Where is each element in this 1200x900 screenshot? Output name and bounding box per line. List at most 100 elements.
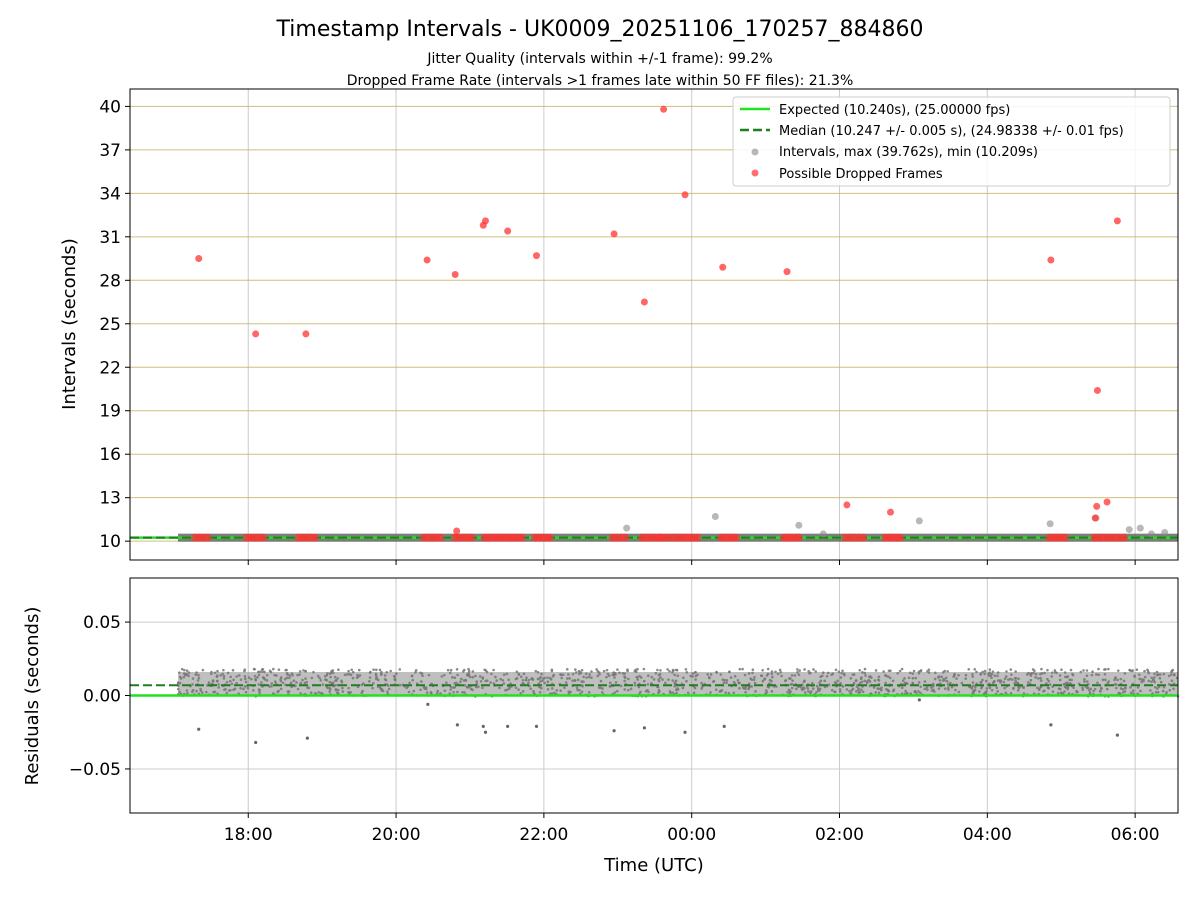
residual-point bbox=[868, 680, 872, 683]
residual-point bbox=[946, 686, 950, 689]
residual-point bbox=[904, 689, 907, 693]
residual-point bbox=[684, 668, 688, 671]
residual-point bbox=[347, 669, 350, 673]
residual-point bbox=[751, 671, 754, 675]
residual-point bbox=[319, 691, 323, 695]
dropped-frame-point bbox=[1091, 514, 1099, 522]
residual-point bbox=[686, 691, 690, 695]
residual-point bbox=[639, 690, 642, 694]
residual-point bbox=[538, 685, 541, 689]
residual-point bbox=[461, 690, 464, 694]
residual-point bbox=[1017, 686, 1021, 690]
residual-outlier-point bbox=[506, 724, 510, 728]
residual-point bbox=[337, 668, 340, 672]
residual-point bbox=[1069, 668, 1073, 672]
chart-subtitle-dropped: Dropped Frame Rate (intervals >1 frames … bbox=[347, 73, 854, 89]
dropped-frame-point bbox=[1047, 256, 1055, 264]
residual-point bbox=[784, 679, 787, 683]
residual-point bbox=[1050, 671, 1054, 674]
legend-dropped-marker bbox=[751, 169, 759, 177]
residual-point bbox=[736, 678, 740, 682]
residual-point bbox=[288, 674, 291, 677]
residuals-y-axis-label: Residuals (seconds) bbox=[22, 607, 43, 786]
legend-box bbox=[732, 96, 1171, 187]
residual-point bbox=[656, 685, 660, 689]
residual-point bbox=[335, 691, 339, 694]
chart-title: Timestamp Intervals - UK0009_20251106_17… bbox=[276, 17, 924, 42]
residual-point bbox=[514, 677, 518, 681]
residual-point bbox=[898, 669, 902, 673]
residual-point bbox=[623, 676, 627, 679]
residual-point bbox=[225, 691, 229, 695]
residual-point bbox=[849, 677, 853, 680]
residual-point bbox=[226, 671, 230, 675]
intervals-y-tick-label: 22 bbox=[99, 358, 121, 378]
residual-point bbox=[296, 673, 299, 677]
residual-point bbox=[490, 672, 493, 676]
residual-point bbox=[639, 676, 643, 679]
residual-point bbox=[355, 676, 359, 680]
residual-outlier-point bbox=[534, 724, 539, 728]
residual-point bbox=[298, 670, 302, 673]
residual-point bbox=[623, 688, 627, 691]
residual-point bbox=[612, 673, 615, 676]
residual-point bbox=[279, 687, 283, 691]
residual-point bbox=[378, 668, 382, 672]
residual-point bbox=[712, 680, 715, 684]
residual-point bbox=[1129, 686, 1132, 689]
residual-point bbox=[1103, 668, 1106, 671]
residual-point bbox=[1083, 680, 1086, 683]
residual-point bbox=[1053, 669, 1057, 672]
residual-point bbox=[803, 691, 807, 694]
residual-point bbox=[1085, 674, 1089, 678]
residual-point bbox=[836, 679, 839, 683]
residual-point bbox=[1063, 690, 1066, 693]
residual-point bbox=[919, 691, 922, 695]
residual-point bbox=[1101, 678, 1105, 682]
residual-point bbox=[709, 691, 712, 694]
residual-point bbox=[656, 668, 659, 672]
residual-point bbox=[675, 669, 679, 672]
residual-point bbox=[1079, 670, 1083, 674]
dropped-frame-point bbox=[467, 533, 476, 542]
residual-point bbox=[443, 673, 446, 677]
intervals-y-ticks: 10 13 16 19 22 25 28 31 34 37 40 bbox=[99, 97, 130, 552]
residual-point bbox=[949, 681, 952, 685]
residual-point bbox=[279, 677, 282, 681]
residual-point bbox=[1039, 676, 1042, 680]
residual-point bbox=[445, 681, 448, 685]
residual-point bbox=[1047, 679, 1051, 683]
residual-point bbox=[1150, 676, 1153, 680]
residual-point bbox=[661, 678, 664, 681]
residual-point bbox=[1150, 680, 1153, 684]
residual-point bbox=[462, 679, 466, 682]
residual-point bbox=[770, 679, 773, 683]
residual-point bbox=[738, 681, 741, 685]
residual-point bbox=[985, 687, 989, 690]
residual-point bbox=[439, 692, 442, 695]
residual-point bbox=[574, 668, 577, 671]
residual-point bbox=[527, 681, 530, 685]
residual-point bbox=[964, 673, 968, 677]
residual-point bbox=[283, 677, 287, 681]
residual-point bbox=[254, 678, 257, 681]
residual-point bbox=[481, 686, 484, 690]
residual-point bbox=[191, 688, 195, 692]
residual-point bbox=[865, 681, 869, 685]
legend-median-label: Median (10.247 +/- 0.005 s), (24.98338 +… bbox=[779, 124, 1124, 139]
residual-point bbox=[623, 679, 626, 683]
x-tick-label: 22:00 bbox=[519, 825, 568, 845]
residual-point bbox=[1128, 669, 1132, 672]
interval-point bbox=[915, 517, 923, 525]
residual-point bbox=[874, 669, 878, 672]
residual-point bbox=[725, 681, 728, 685]
residual-point bbox=[676, 674, 680, 678]
residual-point bbox=[1119, 687, 1123, 690]
residual-point bbox=[1066, 687, 1069, 691]
residual-point bbox=[667, 678, 670, 681]
residual-point bbox=[719, 689, 723, 693]
residual-point bbox=[1153, 672, 1156, 676]
residual-point bbox=[842, 672, 846, 676]
residual-point bbox=[674, 679, 678, 683]
residual-point bbox=[550, 687, 554, 690]
